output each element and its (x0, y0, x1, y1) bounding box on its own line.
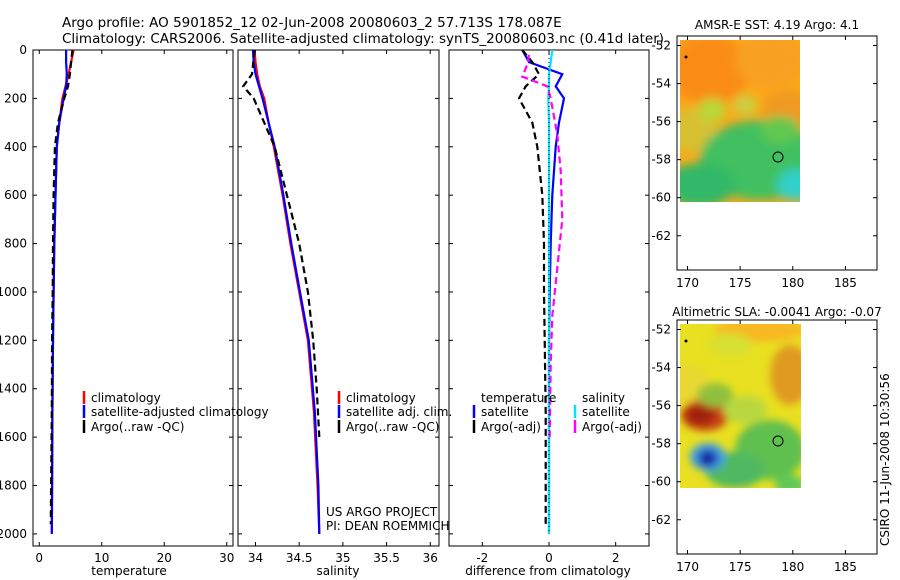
y-tick-label: 1400 (0, 382, 27, 396)
map-y-tick-label: -52 (651, 39, 671, 53)
difference-xlabel: difference from climatology (465, 564, 631, 578)
legend-title-temperature: temperature (481, 391, 556, 405)
series-line-climatology (50, 49, 75, 534)
sla-map-title: Altimetric SLA: -0.0041 Argo: -0.07 (672, 305, 881, 319)
map-y-tick-label: -56 (651, 399, 671, 413)
map-y-tick-label: -58 (651, 153, 671, 167)
legend-label-sal-climatology: climatology (346, 391, 416, 405)
sla-corner-dot (684, 339, 688, 343)
y-tick-label: 600 (4, 188, 27, 202)
map-y-tick-label: -54 (651, 77, 671, 91)
temperature-panel: 0 10 20 30 0 200 400 600 800 1000 1200 1400 1600 1800… (0, 43, 269, 578)
sst-float-marker (772, 151, 784, 163)
y-tick-label: 1600 (0, 430, 27, 444)
map-y-tick-label: -54 (651, 361, 671, 375)
figure-title-line2: Climatology: CARS2006. Satellite-adjuste… (62, 31, 664, 47)
y-tick-label: 2000 (0, 527, 27, 541)
legend-label-sal-satellite: satellite adj. clim. (346, 405, 452, 419)
y-tick-label: 1800 (0, 479, 27, 493)
map-y-tick-label: -62 (651, 513, 671, 527)
difference-legend: temperature salinity satellite Argo(-adj… (472, 391, 642, 434)
temperature-xlabel: temperature (91, 564, 166, 578)
pi-label: PI: DEAN ROEMMICH (326, 519, 449, 533)
temperature-plot-group: 0 10 20 30 0 200 400 600 800 1000 1200 1400 1600 1800… (0, 43, 234, 565)
y-tick-label: 0 (19, 43, 27, 57)
series-line-satellite-adjusted-climatology (50, 50, 68, 534)
series-line-argo-raw-qc (241, 49, 321, 438)
credit-label: CSIRO 11-Jun-2008 10:30:56 (878, 373, 892, 546)
salinity-plot-group: 34 34.5 35 35.5 36 (238, 49, 439, 565)
sst-map-panel: AMSR-E SST: 4.19 Argo: 4.1 170 175 180 185 -… (651, 18, 878, 290)
sst-axes-group: 170 175 180 185 -52 -54 -56 -58 -60 -62 (651, 36, 877, 290)
map-x-tick-label: 175 (729, 276, 752, 290)
salinity-axes-frame (237, 49, 440, 547)
legend-label-diff-t-argo: Argo(-adj) (481, 420, 541, 434)
map-y-tick-label: -60 (651, 475, 671, 489)
y-tick-label: 1200 (0, 333, 27, 347)
temperature-legend: climatology satellite-adjusted climatolo… (82, 391, 269, 434)
y-tick-label: 1000 (0, 285, 27, 299)
map-x-tick-label: 180 (781, 560, 804, 574)
map-x-tick-label: 185 (834, 276, 857, 290)
salinity-legend: climatology satellite adj. clim. Argo(..… (337, 391, 452, 434)
series-line-temperature-argo-adj (517, 49, 547, 525)
x-tick-label: 36 (423, 551, 438, 565)
x-tick-label: 35.5 (373, 551, 400, 565)
legend-label-diff-s-argo: Argo(-adj) (582, 420, 642, 434)
legend-label-satellite-adjusted: satellite-adjusted climatology (91, 405, 269, 419)
map-y-tick-label: -56 (651, 115, 671, 129)
x-tick-label: 34.5 (286, 551, 313, 565)
sla-heatmap (680, 324, 801, 488)
sst-map-title: AMSR-E SST: 4.19 Argo: 4.1 (695, 18, 859, 32)
legend-label-diff-s-satellite: satellite (582, 405, 630, 419)
x-tick-label: 30 (219, 551, 234, 565)
project-label: US ARGO PROJECT (326, 505, 438, 519)
sst-corner-dot (684, 55, 688, 59)
x-tick-label: 0 (545, 551, 553, 565)
x-tick-label: 34 (248, 551, 263, 565)
x-tick-label: 10 (94, 551, 109, 565)
series-line-satellite-adj-clim (251, 49, 321, 534)
temperature-axes-frame (32, 49, 234, 547)
legend-label-sal-argo: Argo(..raw -QC) (346, 420, 439, 434)
series-line-salinity-argo-adj (520, 54, 564, 438)
legend-label-argo: Argo(..raw -QC) (91, 420, 184, 434)
legend-title-salinity: salinity (582, 391, 625, 405)
map-y-tick-label: -62 (651, 229, 671, 243)
sla-axes-group: 170 175 180 185 -52 -54 -56 -58 -60 -62 (651, 320, 877, 574)
x-tick-label: 35 (335, 551, 350, 565)
map-x-tick-label: 170 (676, 276, 699, 290)
map-x-tick-label: 175 (729, 560, 752, 574)
series-line-argo-raw-qc (49, 49, 74, 525)
figure-title-line1: Argo profile: AO 5901852_12 02-Jun-2008 … (62, 15, 562, 31)
y-tick-label: 200 (4, 91, 27, 105)
difference-panel: -2 0 2 difference from climatology tempera… (448, 49, 650, 578)
salinity-panel: 34 34.5 35 35.5 36 salinity climatology sate… (237, 49, 452, 578)
map-y-tick-label: -60 (651, 191, 671, 205)
legend-label-diff-t-satellite: satellite (481, 405, 529, 419)
sst-heatmap (680, 40, 800, 202)
map-x-tick-label: 185 (834, 560, 857, 574)
legend-label-climatology: climatology (91, 391, 161, 405)
sla-map-panel: Altimetric SLA: -0.0041 Argo: -0.07 (651, 305, 881, 574)
map-x-tick-label: 170 (676, 560, 699, 574)
salinity-xlabel: salinity (316, 564, 359, 578)
x-tick-label: 0 (35, 551, 43, 565)
y-tick-label: 400 (4, 140, 27, 154)
x-tick-label: 2 (612, 551, 620, 565)
map-y-tick-label: -58 (651, 437, 671, 451)
map-x-tick-label: 180 (781, 276, 804, 290)
sla-axes-frame (676, 319, 878, 555)
sst-axes-frame (676, 35, 878, 271)
x-tick-label: -2 (476, 551, 488, 565)
sla-float-marker (772, 435, 784, 447)
x-tick-label: 20 (157, 551, 172, 565)
difference-plot-group: -2 0 2 (449, 49, 649, 565)
y-tick-label: 800 (4, 237, 27, 251)
map-y-tick-label: -52 (651, 323, 671, 337)
